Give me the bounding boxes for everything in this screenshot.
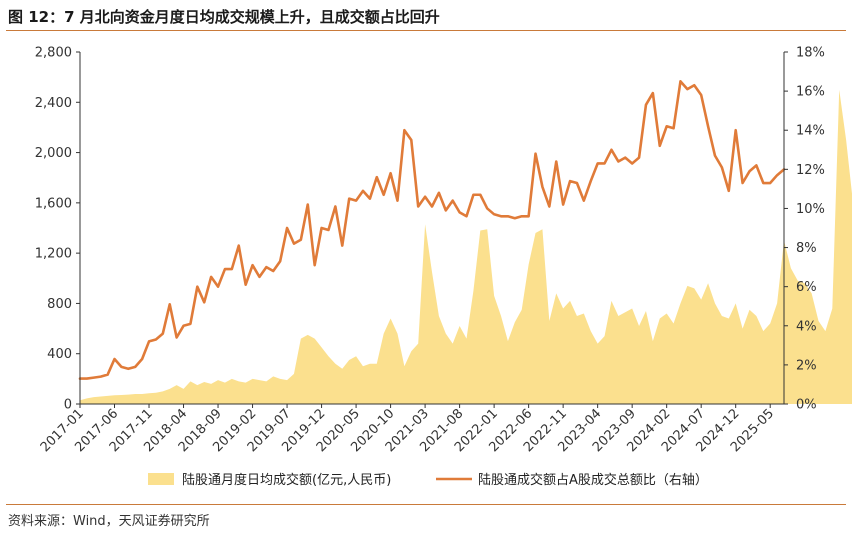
y-right-tick-label: 6%	[796, 280, 817, 295]
y-left-tick-label: 1,200	[35, 247, 72, 262]
y-right-tick-label: 14%	[796, 124, 825, 139]
y-right-tick-label: 12%	[796, 163, 825, 178]
y-left-tick-label: 1,600	[35, 196, 72, 211]
y-right-tick-label: 10%	[796, 202, 825, 217]
y-right-tick-label: 0%	[796, 398, 817, 413]
y-right-tick-label: 2%	[796, 358, 817, 373]
title-divider	[6, 30, 846, 31]
legend-label-area: 陆股通月度日均成交额(亿元,人民币)	[182, 472, 391, 488]
line-series-share	[78, 80, 786, 380]
y-left-tick-label: 2,400	[35, 96, 72, 111]
y-left-tick-label: 2,800	[35, 46, 72, 61]
y-right-tick-label: 18%	[796, 46, 825, 61]
source-note: 资料来源：Wind，天风证券研究所	[8, 514, 210, 529]
area-series-turnover	[80, 89, 852, 404]
legend: 陆股通月度日均成交额(亿元,人民币) 陆股通成交额占A股成交总额比（右轴）	[148, 472, 708, 488]
area-series-layer	[80, 89, 852, 404]
y-left-tick-label: 0	[64, 398, 72, 413]
y-left-tick-label: 2,000	[35, 146, 72, 161]
y-right-tick-label: 8%	[796, 241, 817, 256]
line-series-layer	[78, 80, 786, 380]
y-right-tick-label: 16%	[796, 85, 825, 100]
y-right-tick-label: 4%	[796, 319, 817, 334]
chart: 0 400 800 1,200 1,600 2,000 2,400 2,800 0% 2% 4% 6%…	[35, 46, 852, 488]
legend-swatch-area	[148, 473, 174, 485]
page-title: 图 12：7 月北向资金月度日均成交规模上升，且成交额占比回升	[8, 8, 440, 26]
y-left-tick-label: 400	[47, 347, 72, 362]
legend-label-line: 陆股通成交额占A股成交总额比（右轴）	[478, 472, 708, 488]
footer-divider	[6, 504, 846, 505]
y-left-tick-label: 800	[47, 297, 72, 312]
